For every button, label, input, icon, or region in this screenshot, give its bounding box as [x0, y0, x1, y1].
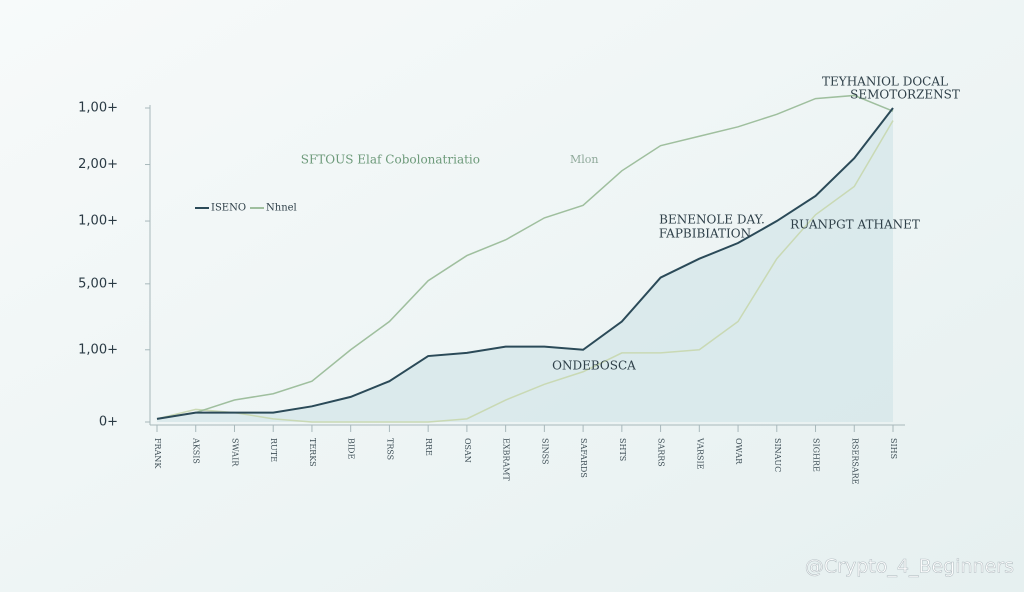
y-tick-label: 0+ — [99, 415, 118, 430]
annotation: FAPBIBIATION — [659, 227, 751, 241]
x-tick-label: FRANK — [153, 438, 162, 469]
x-tick-label: VARSIE — [695, 437, 704, 470]
annotation: BENENOLE DAY. — [659, 213, 765, 227]
y-tick-label: 5,00+ — [78, 276, 118, 291]
x-tick-label: SIHS — [889, 438, 898, 459]
y-tick-label: 1,00+ — [78, 101, 118, 116]
x-tick-label: SWAIR — [230, 438, 239, 467]
legend-label: ISENO — [211, 203, 246, 214]
x-tick-label: OWAR — [734, 438, 743, 465]
watermark: @Crypto_4_Beginners — [805, 556, 1014, 578]
y-tick-label: 1,00+ — [78, 342, 118, 357]
annotation: TEYHANIOL DOCAL — [822, 75, 948, 89]
annotation: RUANPGT ATHANET — [790, 218, 920, 232]
x-tick-label: RRE — [424, 438, 433, 456]
x-tick-label: OSAN — [463, 438, 472, 463]
annotation: ONDEBOSCA — [552, 359, 636, 373]
subtitle: Mlon — [570, 153, 599, 166]
legend-label: Nhnel — [266, 203, 297, 214]
x-tick-label: SHTS — [618, 438, 627, 461]
title: SFTOUS Elaf Cobolonatriatio — [301, 153, 480, 167]
x-tick-label: AKSIS — [192, 437, 201, 464]
x-tick-label: BIDE — [347, 438, 356, 459]
x-tick-label: SINAUC — [773, 438, 782, 472]
x-tick-label: SAFARDS — [579, 438, 588, 478]
series-line — [156, 94, 894, 420]
annotation: SEMOTORZENST — [850, 88, 960, 102]
y-tick-label: 1,00+ — [78, 214, 118, 229]
x-tick-label: SINSS — [540, 438, 549, 464]
x-tick-label: SARRS — [657, 438, 666, 467]
x-tick-label: TRSS — [385, 438, 394, 460]
plot: 0+ 1,00+ 5,00+ 1,00+ 2,00+ 1,00+ FRANK AKSIS SWA… — [78, 94, 898, 485]
series-line — [156, 107, 894, 420]
x-tick-label: EXBRAMT — [502, 438, 511, 481]
y-tick-label: 2,00+ — [78, 157, 118, 172]
series-line — [156, 120, 894, 423]
x-tick-label: SIGHRE — [812, 438, 821, 472]
x-tick-label: RUTE — [269, 438, 278, 462]
x-tick-label: TERKS — [308, 438, 317, 467]
x-tick-label: RSERSARE — [850, 438, 859, 485]
